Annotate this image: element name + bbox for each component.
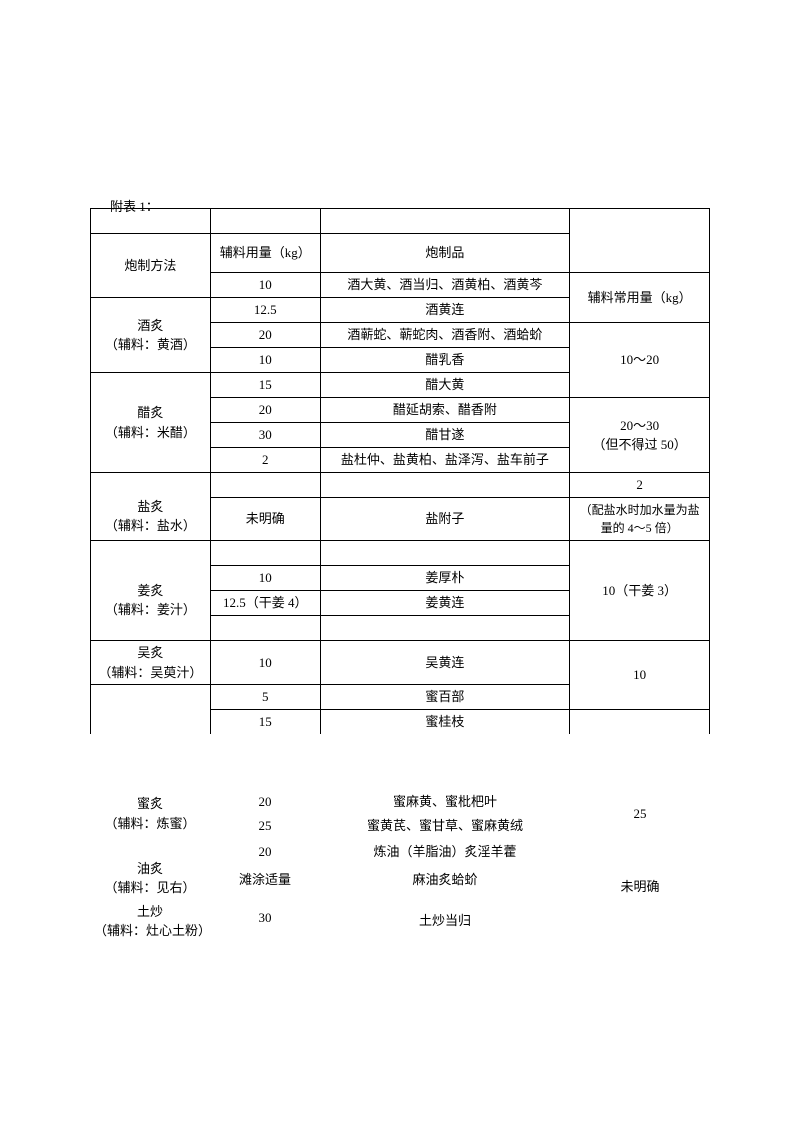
soil-method: 土炒 （辅料：灶心土粉） (90, 900, 210, 943)
blank-row (91, 209, 710, 234)
salt-blank: 盐炙 （辅料：盐水） 2 (91, 473, 710, 498)
processing-table-noborder: 蜜炙 （辅料：炼蜜） 20 蜜麻黄、蜜枇杷叶 25 25 蜜黄芪、蜜甘草、蜜麻黄… (90, 790, 710, 943)
ginger-method: 姜炙 （辅料：姜汁） (91, 541, 211, 641)
vinegar-method: 醋炙 （辅料：米醋） (91, 373, 211, 473)
salt-method: 盐炙 （辅料：盐水） (91, 473, 211, 541)
honey-method-row: 蜜炙 （辅料：炼蜜） 20 蜜麻黄、蜜枇杷叶 25 (90, 790, 710, 814)
col-qty: 辅料用量（kg） (210, 234, 320, 273)
oil-row-1: 油炙 （辅料：见右） 20 炼油（羊脂油）炙淫羊藿 未明确 (90, 837, 710, 866)
col-product: 炮制品 (320, 234, 570, 273)
ginger-blank: 姜炙 （辅料：姜汁） 10（干姜 3） (91, 541, 710, 566)
wine-method: 酒炙 （辅料：黄酒） (91, 298, 211, 373)
yu-method: 吴炙 （辅料：吴萸汁） (91, 641, 211, 685)
col-method: 炮制方法 (91, 234, 211, 298)
oil-method: 油炙 （辅料：见右） (90, 837, 210, 900)
processing-table: 炮制方法 辅料用量（kg） 炮制品 10 酒大黄、酒当归、酒黄柏、酒黄芩 辅料常… (90, 208, 710, 734)
honey-method: 蜜炙 （辅料：炼蜜） (90, 790, 210, 837)
page: 附表 1： 炮制方法 辅料用量（kg） 炮制品 10 酒大黄、酒当归、酒黄柏、酒… (0, 0, 800, 1132)
vinegar-common: 20～30 （但不得过 50） (570, 398, 710, 473)
